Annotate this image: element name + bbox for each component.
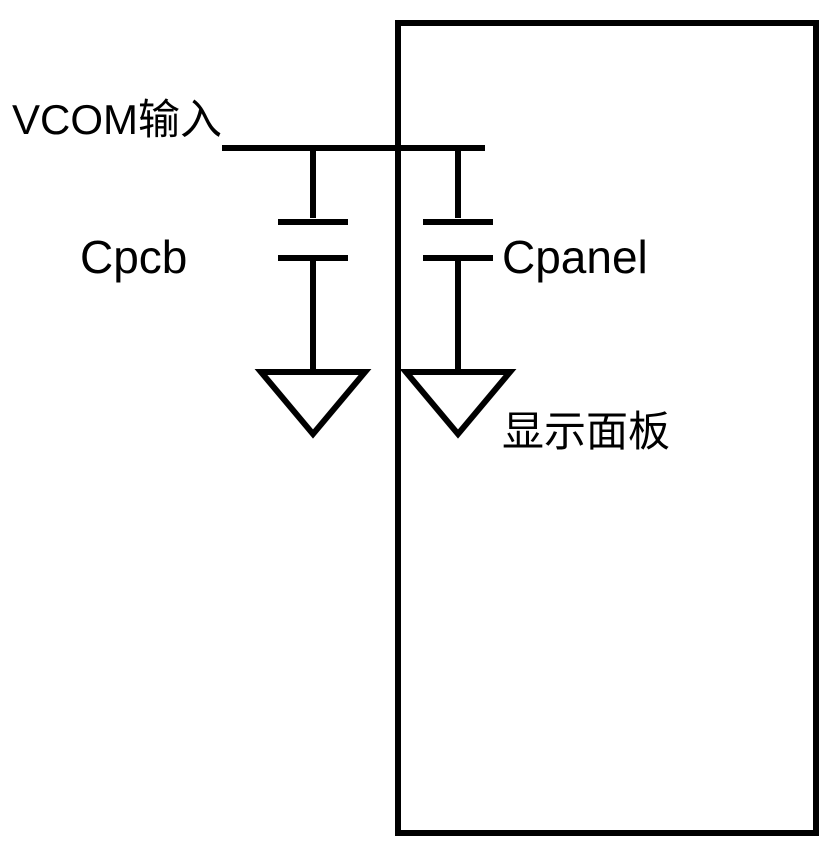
cpanel-label: Cpanel: [502, 230, 648, 284]
vcom-input-label: VCOM输入: [12, 86, 222, 147]
display-panel-label: 显示面板: [502, 398, 670, 459]
cpcb-label: Cpcb: [80, 230, 187, 284]
ground-left-icon: [261, 372, 365, 434]
ground-right-icon: [406, 372, 510, 434]
